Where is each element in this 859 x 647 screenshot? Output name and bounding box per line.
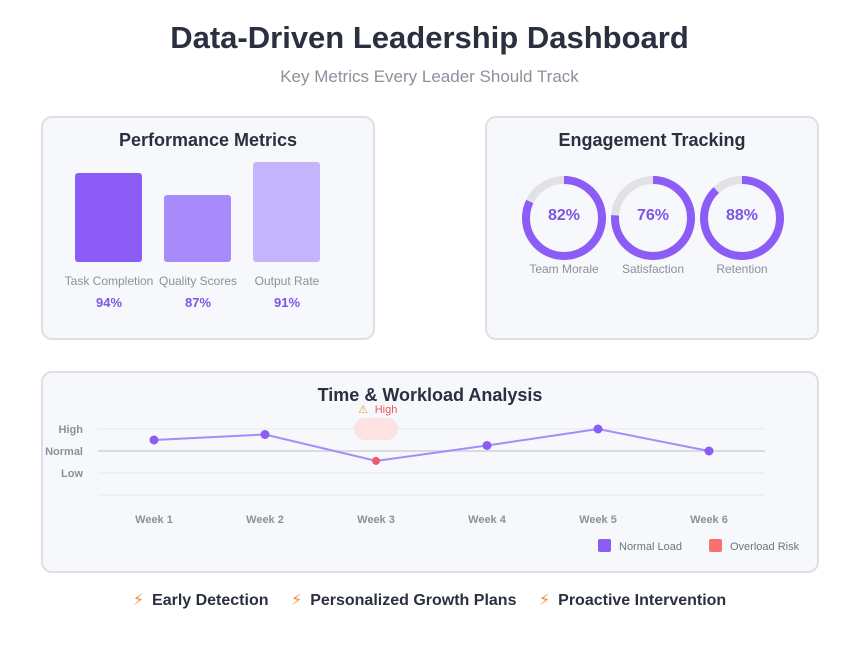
bar-value-output-rate: 91% [273, 295, 301, 310]
ring-progress-arc [700, 176, 784, 260]
chart-title: Time & Workload Analysis [317, 385, 543, 405]
lightning-icon: ⚡︎ [290, 592, 303, 609]
x-tick-label: Week 4 [468, 514, 507, 526]
bar-label-quality-scores: Quality Scores [158, 274, 238, 288]
workload-line-chart: High Normal Low ⚠ High Week 1 Week 2 Week 3 Week… [45, 403, 765, 526]
footer-features: ⚡︎ Early Detection ⚡︎ Personalized Growth … [0, 590, 859, 610]
ring-team-morale-graphic [522, 176, 606, 260]
time-workload-card: Time & Workload Analysis High Normal Low ⚠ H… [41, 371, 819, 573]
data-point [260, 430, 270, 439]
page-subtitle: Key Metrics Every Leader Should Track [280, 67, 579, 86]
page-title: Data-Driven Leadership Dashboard [170, 20, 689, 55]
legend-label-overload-risk: Overload Risk [730, 541, 800, 553]
data-point-overload [372, 456, 380, 465]
ring-progress-arc [522, 176, 606, 260]
legend-swatch-normal-load [598, 539, 611, 552]
x-tick-label: Week 1 [135, 514, 173, 526]
ring-label-retention: Retention [716, 262, 768, 276]
ring-progress-arc [611, 176, 695, 260]
ring-satisfaction: 76% [610, 175, 696, 261]
legend-swatch-overload-risk [709, 539, 722, 552]
ring-value-satisfaction: 76% [636, 207, 670, 224]
ring-value-team-morale: 82% [547, 207, 581, 224]
engagement-tracking-card: Engagement Tracking 82% 76% 88% Team Mor… [485, 116, 819, 340]
x-tick-label: Week 6 [690, 514, 728, 526]
bar-quality-scores [164, 195, 231, 262]
footer-item-growth-plans: Personalized Growth Plans [310, 592, 517, 609]
ring-retention: 88% [699, 175, 785, 261]
bar-label-output-rate: Output Rate [254, 274, 320, 288]
y-tick-label: Low [61, 468, 83, 480]
ring-value-retention: 88% [725, 207, 759, 224]
footer-item-early-detection: Early Detection [152, 592, 269, 609]
annotation-label: High [375, 404, 398, 416]
warning-icon: ⚠ [358, 403, 368, 416]
data-point [149, 435, 159, 445]
engagement-tracking-title: Engagement Tracking [558, 130, 746, 150]
x-tick-label: Week 2 [246, 514, 284, 526]
y-tick-label: Normal [45, 446, 83, 458]
ring-label-satisfaction: Satisfaction [621, 262, 685, 276]
ring-team-morale: 82% [521, 175, 607, 261]
overload-highlight [354, 418, 398, 440]
data-point [593, 424, 603, 434]
x-tick-label: Week 3 [357, 514, 395, 526]
lightning-icon: ⚡︎ [538, 592, 551, 609]
legend-label-normal-load: Normal Load [619, 541, 682, 553]
footer-item-proactive-intervention: Proactive Intervention [558, 592, 727, 609]
bar-value-quality-scores: 87% [184, 295, 212, 310]
data-point [704, 446, 714, 456]
ring-label-team-morale: Team Morale [529, 262, 599, 276]
bar-value-task-completion: 94% [95, 295, 123, 310]
lightning-icon: ⚡︎ [132, 592, 145, 609]
x-tick-label: Week 5 [579, 514, 617, 526]
performance-metrics-title: Performance Metrics [118, 130, 298, 150]
data-point [482, 441, 492, 450]
series-line-normal-load [153, 427, 710, 462]
bar-label-task-completion: Task Completion [64, 274, 154, 288]
performance-metrics-card: Performance Metrics Task Completion Qual… [41, 116, 375, 340]
bar-task-completion [75, 173, 142, 262]
ring-satisfaction-graphic [611, 176, 695, 260]
bar-output-rate [253, 162, 320, 262]
ring-retention-graphic [700, 176, 784, 260]
y-tick-label: High [59, 424, 84, 436]
